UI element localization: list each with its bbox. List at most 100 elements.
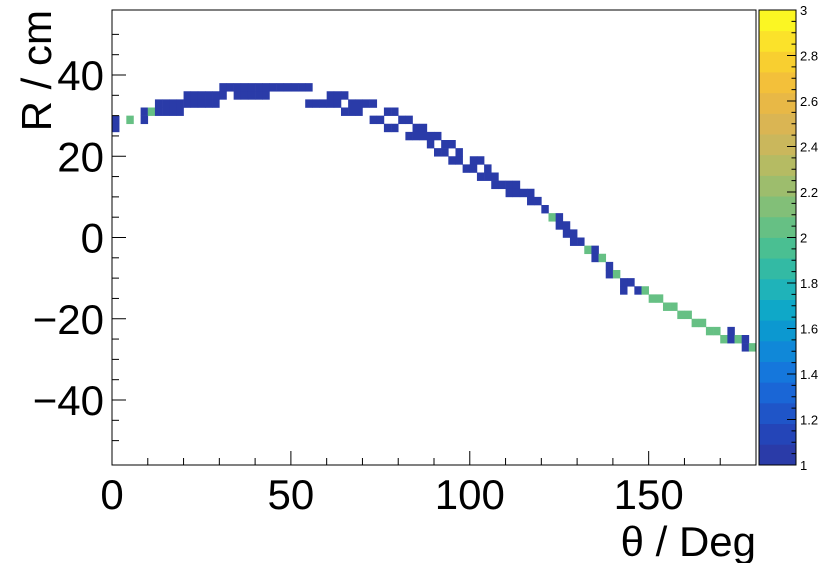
y-tick-label: −40: [33, 377, 104, 424]
palette-tick-label: 1.6: [800, 322, 818, 337]
heatmap-bin: [276, 83, 285, 92]
heatmap-bin: [569, 237, 578, 246]
heatmap-bin: [491, 172, 499, 181]
heatmap-bin: [219, 91, 227, 100]
heatmap-bin: [391, 123, 399, 133]
y-tick-label: −20: [33, 296, 104, 343]
heatmap-bin: [169, 107, 177, 116]
heatmap-bin: [169, 99, 177, 108]
heatmap-bin: [112, 123, 120, 133]
y-axis-ticks: −40 −20 0 20 40: [33, 33, 126, 442]
x-axis-title: θ / Deg: [621, 518, 756, 563]
heatmap-bin: [140, 107, 149, 116]
heatmap-bins: [112, 83, 757, 352]
heatmap-bin: [262, 91, 270, 100]
heatmap-bin: [369, 99, 378, 108]
heatmap-bin: [205, 99, 213, 108]
heatmap-bin: [698, 318, 707, 328]
heatmap-bin: [290, 83, 299, 92]
heatmap-bin: [476, 156, 485, 165]
palette-tick-label: 3: [800, 3, 807, 18]
heatmap-bin: [569, 229, 578, 238]
palette-swatch: [759, 237, 796, 259]
heatmap-bin: [391, 107, 399, 116]
heatmap-bin: [226, 83, 234, 92]
color-palette: 1 1.2 1.4 1.6 1.8 2 2.2 2.4 2.6 2.8 3: [758, 3, 818, 473]
heatmap-bin: [305, 99, 313, 108]
heatmap-bin: [484, 164, 492, 173]
heatmap-bin: [340, 91, 349, 100]
heatmap-bin: [491, 180, 499, 190]
heatmap-bin: [426, 140, 435, 149]
heatmap-bin: [183, 91, 192, 100]
palette-tick-label: 1.2: [800, 413, 818, 428]
y-tick-label: 40: [57, 52, 104, 99]
heatmap-bin: [398, 115, 406, 125]
heatmap-bin: [741, 335, 750, 344]
heatmap-bin: [255, 83, 263, 92]
palette-swatch: [759, 196, 796, 218]
heatmap-bin: [534, 196, 542, 206]
heatmap-bin: [326, 99, 335, 108]
heatmap-bin: [419, 131, 428, 141]
heatmap-bin: [405, 115, 413, 125]
heatmap-bin: [369, 115, 378, 125]
heatmap-bin: [598, 253, 607, 263]
heatmap-bin: [333, 99, 342, 108]
heatmap-bin: [684, 310, 692, 320]
heatmap-bin: [434, 148, 442, 157]
heatmap-bin: [512, 188, 521, 198]
heatmap-bin: [126, 115, 134, 125]
heatmap-bin: [476, 172, 485, 181]
palette-swatch: [759, 340, 796, 362]
heatmap-bin: [240, 91, 249, 100]
heatmap-bin: [455, 148, 463, 157]
heatmap-bin: [677, 310, 685, 320]
heatmap-bin: [154, 107, 163, 116]
heatmap-bin: [262, 83, 270, 92]
heatmap-bin: [670, 302, 678, 311]
heatmap-bin: [219, 83, 227, 92]
heatmap-bin: [505, 188, 514, 198]
heatmap-bin: [562, 221, 571, 230]
heatmap-bin: [591, 253, 599, 263]
heatmap-bin: [355, 99, 363, 108]
heatmap-bin: [212, 99, 220, 108]
heatmap-bin: [197, 99, 206, 108]
heatmap-bin: [247, 91, 256, 100]
heatmap-bin: [376, 115, 385, 125]
heatmap-bin: [527, 188, 535, 198]
palette-swatch: [759, 299, 796, 321]
heatmap-bin: [577, 237, 585, 246]
heatmap-bin: [205, 91, 213, 100]
palette-swatch: [759, 216, 796, 238]
palette-tick-label: 2: [800, 231, 807, 246]
palette-swatch: [759, 423, 796, 445]
heatmap-bin: [255, 91, 263, 100]
y-axis-title: R / cm: [13, 10, 60, 131]
heatmap-bin: [176, 99, 184, 108]
heatmap-bin: [648, 294, 657, 303]
heatmap-bin: [713, 326, 721, 336]
heatmap-bin: [584, 245, 592, 255]
heatmap-bin: [190, 99, 199, 108]
heatmap-bin: [305, 83, 313, 92]
heatmap-bin: [140, 115, 149, 125]
heatmap-bin: [383, 107, 392, 116]
heatmap-bin: [469, 156, 478, 165]
palette-swatch: [759, 402, 796, 425]
heatmap-bin: [605, 261, 614, 271]
heatmap-bin: [283, 83, 292, 92]
heatmap-bin: [340, 107, 349, 116]
heatmap-bin: [734, 335, 742, 344]
heatmap-bin: [298, 83, 306, 92]
heatmap-bin: [183, 99, 192, 108]
heatmap-bin: [348, 99, 356, 108]
palette-tick-label: 1.4: [800, 367, 818, 382]
heatmap-bin: [634, 286, 642, 295]
heatmap-bin: [448, 140, 456, 149]
heatmap-bin: [419, 123, 428, 133]
heatmap-bin: [233, 83, 242, 92]
palette-swatch: [759, 278, 796, 300]
heatmap-bin: [498, 180, 506, 190]
